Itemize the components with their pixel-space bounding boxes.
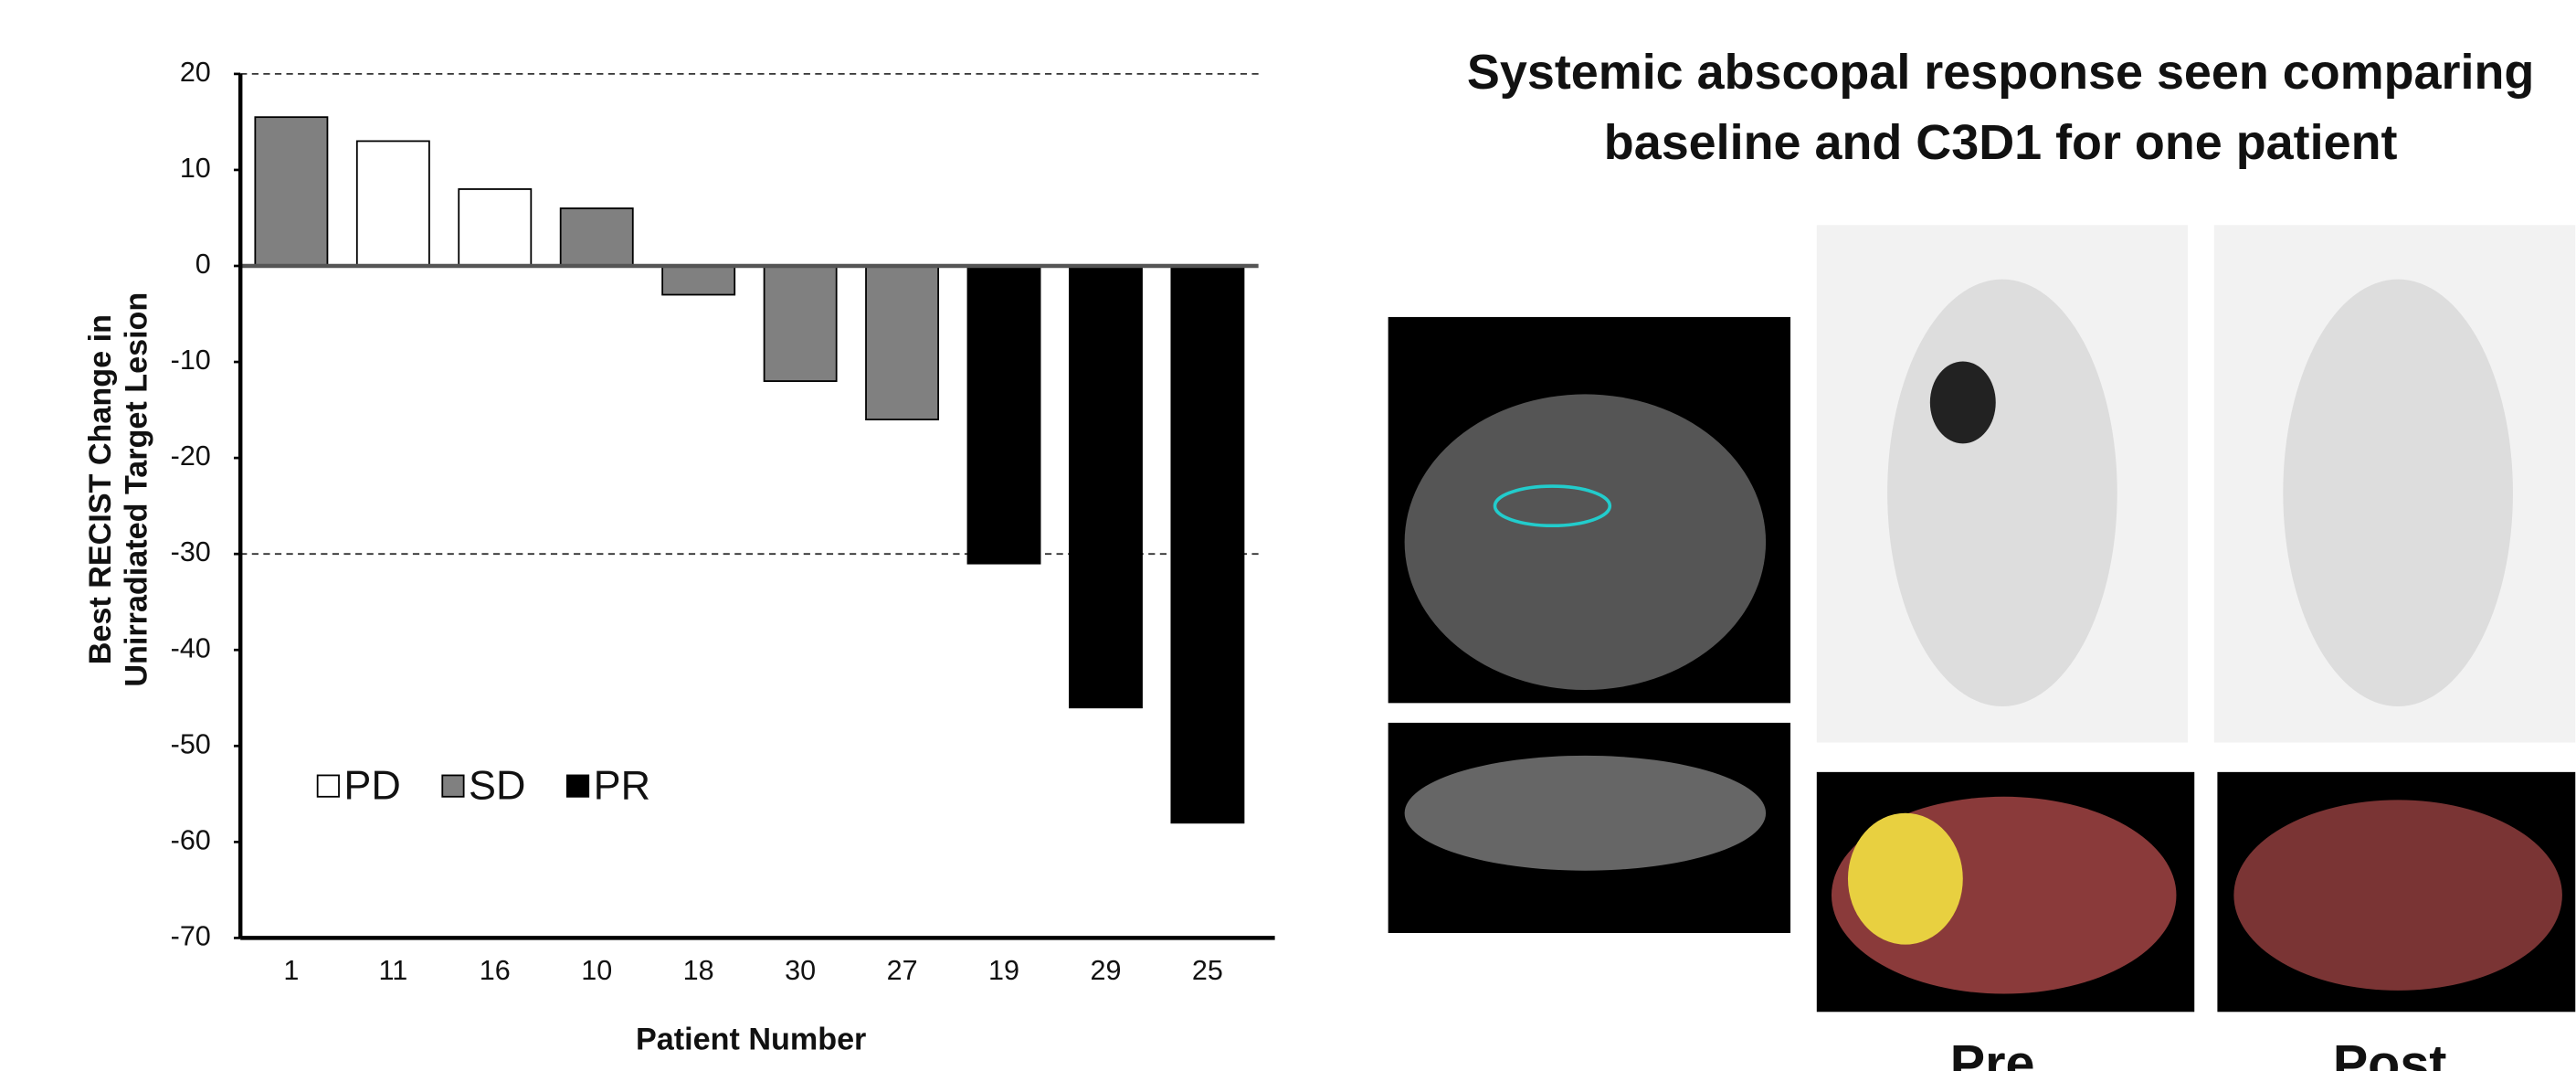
panel-label: Pre: [1950, 1035, 2035, 1071]
legend-swatch: [441, 774, 465, 798]
panel-title: baseline and C3D1 for one patient: [1604, 115, 2398, 170]
x-tick-label: 25: [1192, 955, 1223, 986]
bar: [763, 265, 838, 382]
imaging-panel: Systemic abscopal response seen comparin…: [1388, 45, 2576, 1071]
panel-label: Post: [2333, 1035, 2447, 1071]
y-tick-label: 20: [180, 57, 211, 88]
x-tick-label: 27: [887, 955, 918, 986]
bar: [966, 265, 1041, 565]
x-tick-label: 1: [283, 955, 299, 986]
x-tick-label: 19: [988, 955, 1019, 986]
x-tick-label: 11: [378, 955, 407, 986]
x-tick-label: 10: [581, 955, 612, 986]
legend-label: PR: [594, 762, 650, 809]
y-axis-label: Best RECIST Change in: [83, 314, 118, 664]
bar: [1170, 265, 1245, 824]
legend-swatch: [565, 774, 590, 798]
pet-uptake: [1929, 361, 1996, 444]
y-tick-label: -30: [171, 536, 211, 567]
y-tick-label: 0: [195, 249, 211, 280]
pet-body: [2283, 279, 2513, 706]
y-tick-label: 10: [180, 153, 211, 184]
legend-label: PD: [343, 762, 400, 809]
x-tick-label: 30: [785, 955, 816, 986]
bar: [254, 116, 329, 267]
y-tick-label: -50: [171, 728, 211, 759]
y-tick-label: -10: [171, 345, 211, 376]
bar: [559, 207, 634, 267]
bar: [355, 140, 430, 267]
panel-title: Systemic abscopal response seen comparin…: [1467, 45, 2534, 100]
x-tick-label: 18: [683, 955, 714, 986]
bar: [458, 188, 533, 267]
ct-body: [1404, 394, 1767, 690]
y-tick-label: -20: [171, 440, 211, 472]
legend-label: SD: [469, 762, 525, 809]
bar: [661, 265, 736, 296]
bar: [865, 265, 940, 420]
petct-body: [2233, 800, 2562, 991]
pet-body: [1887, 279, 2117, 706]
x-tick-label: 29: [1090, 955, 1121, 986]
waterfall-chart: Best RECIST Change in Unirradiated Targe…: [83, 57, 1275, 1057]
contour: [1493, 484, 1612, 528]
x-tick-label: 16: [480, 955, 511, 986]
ct-body: [1404, 755, 1767, 871]
x-axis-label: Patient Number: [636, 1023, 866, 1057]
y-tick-label: -70: [171, 920, 211, 951]
petct-uptake: [1847, 812, 1963, 945]
bar: [1069, 265, 1143, 709]
y-axis-label: Unirradiated Target Lesion: [120, 292, 154, 687]
y-tick-label: -40: [171, 632, 211, 663]
y-tick-label: -60: [171, 824, 211, 855]
legend-swatch: [316, 774, 340, 798]
